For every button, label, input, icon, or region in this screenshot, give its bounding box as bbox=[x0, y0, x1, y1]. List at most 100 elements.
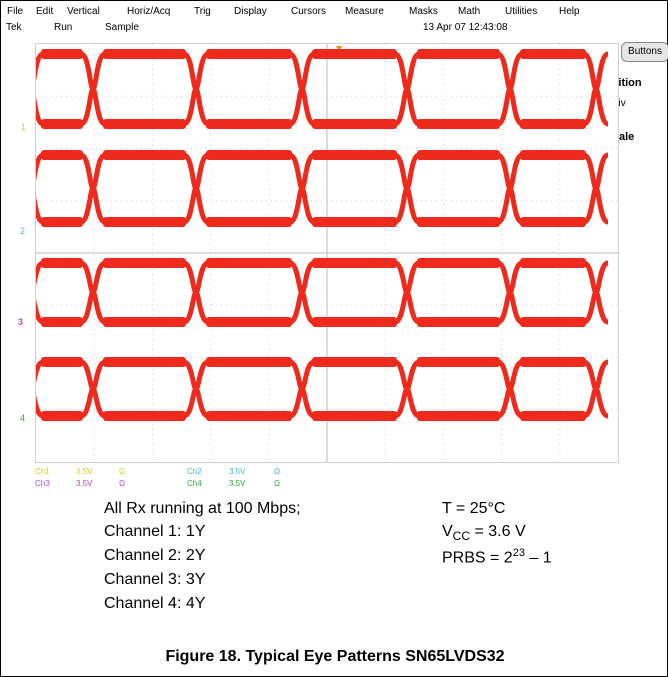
menu-file[interactable]: File bbox=[7, 6, 24, 17]
eye-crossover bbox=[582, 51, 610, 127]
caption-channel-2: Channel 2: 2Y bbox=[104, 547, 206, 564]
eye-bottom-rail bbox=[520, 217, 586, 227]
ch1-ohm: Ω bbox=[119, 467, 125, 476]
ch3-label[interactable]: Ch3 bbox=[35, 479, 50, 488]
ch1-label[interactable]: Ch1 bbox=[35, 467, 50, 476]
ch3-volts: 3.5V bbox=[76, 479, 93, 488]
menu-help[interactable]: Help bbox=[559, 6, 580, 17]
eye-bottom-rail bbox=[312, 217, 397, 227]
eye-pattern-plot bbox=[36, 44, 618, 462]
caption-prbs: PRBS = 223 – 1 bbox=[442, 547, 552, 567]
eye-crossover bbox=[288, 51, 316, 127]
eye-top-rail bbox=[417, 258, 500, 268]
prbs-suffix: – 1 bbox=[524, 549, 552, 567]
eye-bottom-rail bbox=[417, 411, 500, 421]
eye-bottom-rail bbox=[41, 217, 83, 227]
eye-top-rail bbox=[41, 258, 83, 268]
eye-top-rail bbox=[312, 49, 397, 59]
eye-top-rail bbox=[206, 357, 292, 367]
ch2-volts: 3.5V bbox=[229, 467, 246, 476]
ch4-marker[interactable]: 4 bbox=[20, 413, 26, 423]
eye-top-rail bbox=[206, 49, 292, 59]
menu-cursors[interactable]: Cursors bbox=[291, 6, 327, 17]
menu-display[interactable]: Display bbox=[234, 6, 267, 17]
eye-bottom-rail bbox=[520, 317, 586, 327]
eye-crossover bbox=[36, 395, 44, 419]
eye-crossover bbox=[36, 260, 45, 286]
menu-horiz-acq[interactable]: Horiz/Acq bbox=[127, 6, 171, 17]
eye-bottom-rail bbox=[520, 119, 586, 129]
channel-readout-bar: Ch1 3.5V Ω Ch2 3.5V Ω Ch3 3.5V Ω Ch4 3.5… bbox=[31, 467, 621, 493]
eye-crossover bbox=[182, 51, 210, 127]
menu-masks[interactable]: Masks bbox=[409, 6, 438, 17]
ch2-ohm: Ω bbox=[274, 467, 280, 476]
ch3-ohm: Ω bbox=[119, 479, 125, 488]
eye-top-rail bbox=[417, 49, 500, 59]
eye-top-rail bbox=[520, 150, 586, 160]
eye-bottom-rail bbox=[417, 317, 500, 327]
eye-bottom-rail bbox=[206, 217, 292, 227]
eye-crossover bbox=[182, 260, 210, 325]
eye-crossover bbox=[36, 96, 45, 127]
caption-vcc: VCC = 3.6 V bbox=[442, 523, 526, 543]
ch2-label[interactable]: Ch2 bbox=[187, 467, 202, 476]
eye-bottom-rail bbox=[417, 217, 500, 227]
eye-crossover bbox=[288, 260, 316, 325]
eye-crossover bbox=[394, 359, 420, 419]
eye-crossover bbox=[582, 152, 610, 225]
eye-bottom-rail bbox=[312, 411, 397, 421]
ch3-marker[interactable]: 3 bbox=[18, 317, 24, 327]
eye-bottom-rail bbox=[41, 411, 83, 421]
eye-top-rail bbox=[520, 49, 586, 59]
menu-measure[interactable]: Measure bbox=[345, 6, 384, 17]
run-status: Run bbox=[54, 22, 73, 33]
eye-crossover bbox=[496, 260, 524, 325]
eye-top-rail bbox=[206, 150, 292, 160]
eye-crossover bbox=[496, 152, 524, 225]
eye-crossover bbox=[36, 196, 45, 225]
eye-top-rail bbox=[103, 357, 186, 367]
eye-top-rail bbox=[520, 357, 586, 367]
eye-crossover bbox=[288, 152, 316, 225]
menu-trig[interactable]: Trig bbox=[194, 6, 211, 17]
menu-vertical[interactable]: Vertical bbox=[67, 6, 100, 17]
menu-edit[interactable]: Edit bbox=[36, 6, 54, 17]
vcc-subscript: CC bbox=[452, 529, 471, 544]
ch4-label[interactable]: Ch4 bbox=[187, 479, 202, 488]
ch1-marker[interactable]: 1 bbox=[21, 122, 27, 132]
ch4-ohm: Ω bbox=[274, 479, 280, 488]
eye-crossover bbox=[393, 152, 421, 225]
eye-top-rail bbox=[41, 49, 83, 59]
eye-bottom-rail bbox=[417, 119, 500, 129]
menu-utilities[interactable]: Utilities bbox=[505, 6, 538, 17]
eye-crossover bbox=[183, 359, 209, 419]
caption-rx-rate: All Rx running at 100 Mbps; bbox=[104, 500, 301, 517]
ch2-marker[interactable]: 2 bbox=[20, 226, 26, 236]
eye-bottom-rail bbox=[312, 317, 397, 327]
eye-bottom-rail bbox=[206, 411, 292, 421]
eye-bottom-rail bbox=[103, 317, 186, 327]
eye-crossover bbox=[582, 260, 610, 325]
eye-bottom-rail bbox=[41, 119, 83, 129]
datetime: 13 Apr 07 12:43:08 bbox=[423, 22, 508, 33]
eye-crossover bbox=[182, 152, 210, 225]
eye-top-rail bbox=[417, 150, 500, 160]
eye-crossover bbox=[36, 51, 45, 82]
eye-crossover bbox=[36, 299, 45, 325]
eye-bottom-rail bbox=[103, 217, 186, 227]
waveform-display bbox=[35, 43, 619, 463]
figure-title: Figure 18. Typical Eye Patterns SN65LVDS… bbox=[165, 648, 505, 665]
eye-top-rail bbox=[206, 258, 292, 268]
trigger-position-marker bbox=[336, 46, 342, 51]
buttons-button[interactable]: Buttons bbox=[621, 42, 668, 62]
eye-bottom-rail bbox=[312, 119, 397, 129]
eye-crossover bbox=[289, 359, 315, 419]
menu-bar: File Edit Vertical Horiz/Acq Trig Displa… bbox=[2, 2, 666, 20]
menu-math[interactable]: Math bbox=[458, 6, 481, 17]
caption-channel-4: Channel 4: 4Y bbox=[104, 595, 206, 612]
prbs-superscript: 23 bbox=[512, 547, 525, 559]
eye-crossover bbox=[583, 359, 609, 419]
eye-bottom-rail bbox=[103, 119, 186, 129]
brand-label: Tek bbox=[6, 22, 22, 33]
